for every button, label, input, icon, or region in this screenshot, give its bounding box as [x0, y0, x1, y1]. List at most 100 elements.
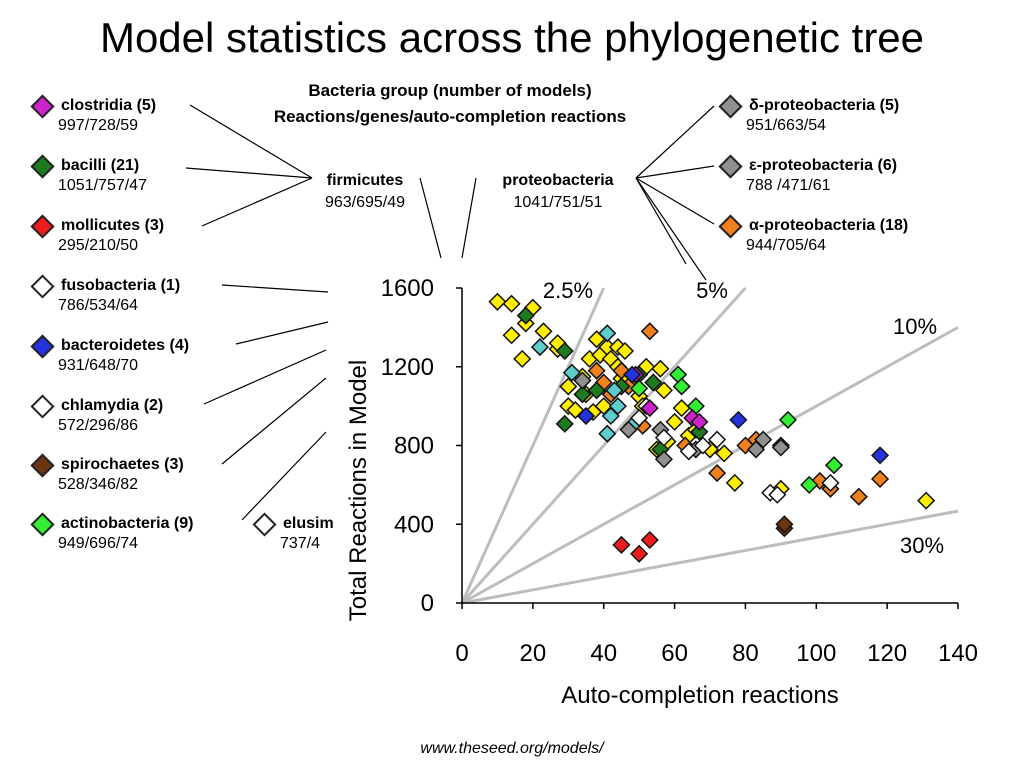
data-point [654, 428, 674, 447]
group-stats: 572/296/86 [58, 417, 139, 434]
group-epsilon-proteobacteria: ε-proteobacteria (6) 788 /471/61 [718, 153, 898, 196]
data-point [640, 530, 659, 550]
data-point [778, 410, 798, 429]
data-point [693, 436, 712, 455]
group-stats: 951/663/54 [746, 117, 827, 134]
y-tick-label: 400 [394, 511, 434, 538]
data-point [729, 410, 748, 429]
x-tick-label: 20 [520, 640, 547, 667]
data-point [672, 377, 691, 396]
data-point [630, 379, 649, 398]
group-actinobacteria: actinobacteria (9) 949/696/74 [30, 511, 194, 554]
phylum-firmicutes: firmicutes 963/695/49 [305, 170, 425, 214]
reference-line [461, 326, 959, 605]
data-point [654, 450, 674, 469]
data-point [587, 381, 606, 400]
group-name: spirochaetes (3) [61, 456, 184, 473]
legend-header: Bacteria group (number of models) Reacti… [220, 78, 680, 130]
phylum-name: proteobacteria [502, 172, 614, 189]
data-point [746, 440, 766, 459]
group-clostridia: clostridia (5) 997/728/59 [30, 93, 157, 136]
group-name: elusim [283, 515, 334, 532]
data-point [516, 306, 535, 325]
data-point [576, 406, 596, 426]
axes: 0 400 800 1200 1600 0 20 40 60 80 100 120 140 Auto-co… [345, 275, 978, 709]
data-point [640, 399, 659, 418]
group-stats: 949/696/74 [58, 535, 139, 552]
data-point [619, 420, 638, 439]
group-mollicutes: mollicutes (3) 295/210/50 [30, 213, 165, 256]
group-name: clostridia (5) [61, 97, 157, 114]
phylum-stats: 1041/751/51 [513, 194, 603, 211]
group-bacteroidetes: bacteroidetes (4) 931/648/70 [30, 333, 190, 376]
data-point [725, 473, 744, 492]
group-stats: 788 /471/61 [746, 177, 831, 194]
data-point [502, 294, 521, 313]
reference-line-label: 30% [900, 533, 944, 558]
data-point [530, 338, 550, 357]
data-point [587, 361, 606, 380]
group-name: bacteroidetes (4) [61, 337, 190, 354]
data-point [690, 412, 709, 431]
data-point [651, 359, 670, 378]
group-spirochaetes: spirochaetes (3) 528/346/82 [30, 452, 184, 495]
group-stats: 944/705/64 [746, 237, 827, 254]
data-point [644, 373, 663, 392]
y-axis-label: Total Reactions in Model [345, 360, 372, 621]
phylum-name: firmicutes [326, 172, 404, 189]
group-stats: 931/648/70 [58, 357, 139, 374]
reference-line-label: 10% [893, 314, 937, 339]
data-point [534, 322, 553, 341]
data-point [573, 385, 592, 404]
group-name: actinobacteria (9) [61, 515, 194, 532]
group-stats: 528/346/82 [58, 476, 139, 493]
reference-line-label: 5% [696, 278, 728, 303]
data-points [488, 292, 936, 563]
data-point [608, 397, 627, 416]
y-tick-label: 0 [421, 590, 434, 617]
data-point [640, 322, 659, 341]
data-point [771, 438, 790, 457]
phylum-stats: 963/695/49 [324, 194, 406, 211]
data-point [679, 442, 698, 461]
data-point [708, 430, 727, 449]
group-name: ε-proteobacteria (6) [749, 157, 898, 174]
reference-lines: 2.5% 5% 10% 30% [460, 278, 959, 605]
phylum-proteobacteria: proteobacteria 1041/751/51 [478, 170, 638, 214]
group-stats: 737/4 [280, 535, 321, 552]
y-tick-label: 1200 [381, 354, 434, 381]
x-tick-label: 140 [938, 640, 978, 667]
group-elusim: elusim 737/4 [252, 511, 334, 554]
group-name: δ-proteobacteria (5) [749, 97, 900, 114]
x-axis-label: Auto-completion reactions [561, 682, 838, 709]
x-tick-label: 40 [590, 640, 617, 667]
data-point [715, 444, 734, 463]
data-point [630, 408, 649, 427]
data-point [800, 475, 819, 494]
group-name: fusobacteria (1) [61, 277, 181, 294]
group-stats: 295/210/50 [58, 237, 139, 254]
reference-line-label: 2.5% [543, 278, 593, 303]
y-tick-label: 800 [394, 433, 434, 460]
group-chlamydia: chlamydia (2) 572/296/86 [30, 393, 163, 436]
data-point [849, 487, 868, 506]
reference-line [461, 509, 959, 605]
data-point [598, 424, 617, 443]
data-point [573, 371, 592, 390]
x-tick-label: 0 [455, 640, 468, 667]
data-point [824, 456, 844, 475]
data-point [768, 485, 787, 504]
x-tick-label: 80 [732, 640, 759, 667]
x-tick-label: 100 [796, 640, 836, 667]
data-point [605, 381, 624, 400]
data-point [821, 473, 840, 492]
data-point [672, 399, 691, 418]
legend-header-line-1: Bacteria group (number of models) [308, 81, 592, 100]
data-point [502, 326, 521, 345]
data-point [513, 349, 532, 368]
data-point [615, 341, 635, 361]
reference-line [460, 287, 606, 604]
group-name: mollicutes (3) [61, 217, 165, 234]
